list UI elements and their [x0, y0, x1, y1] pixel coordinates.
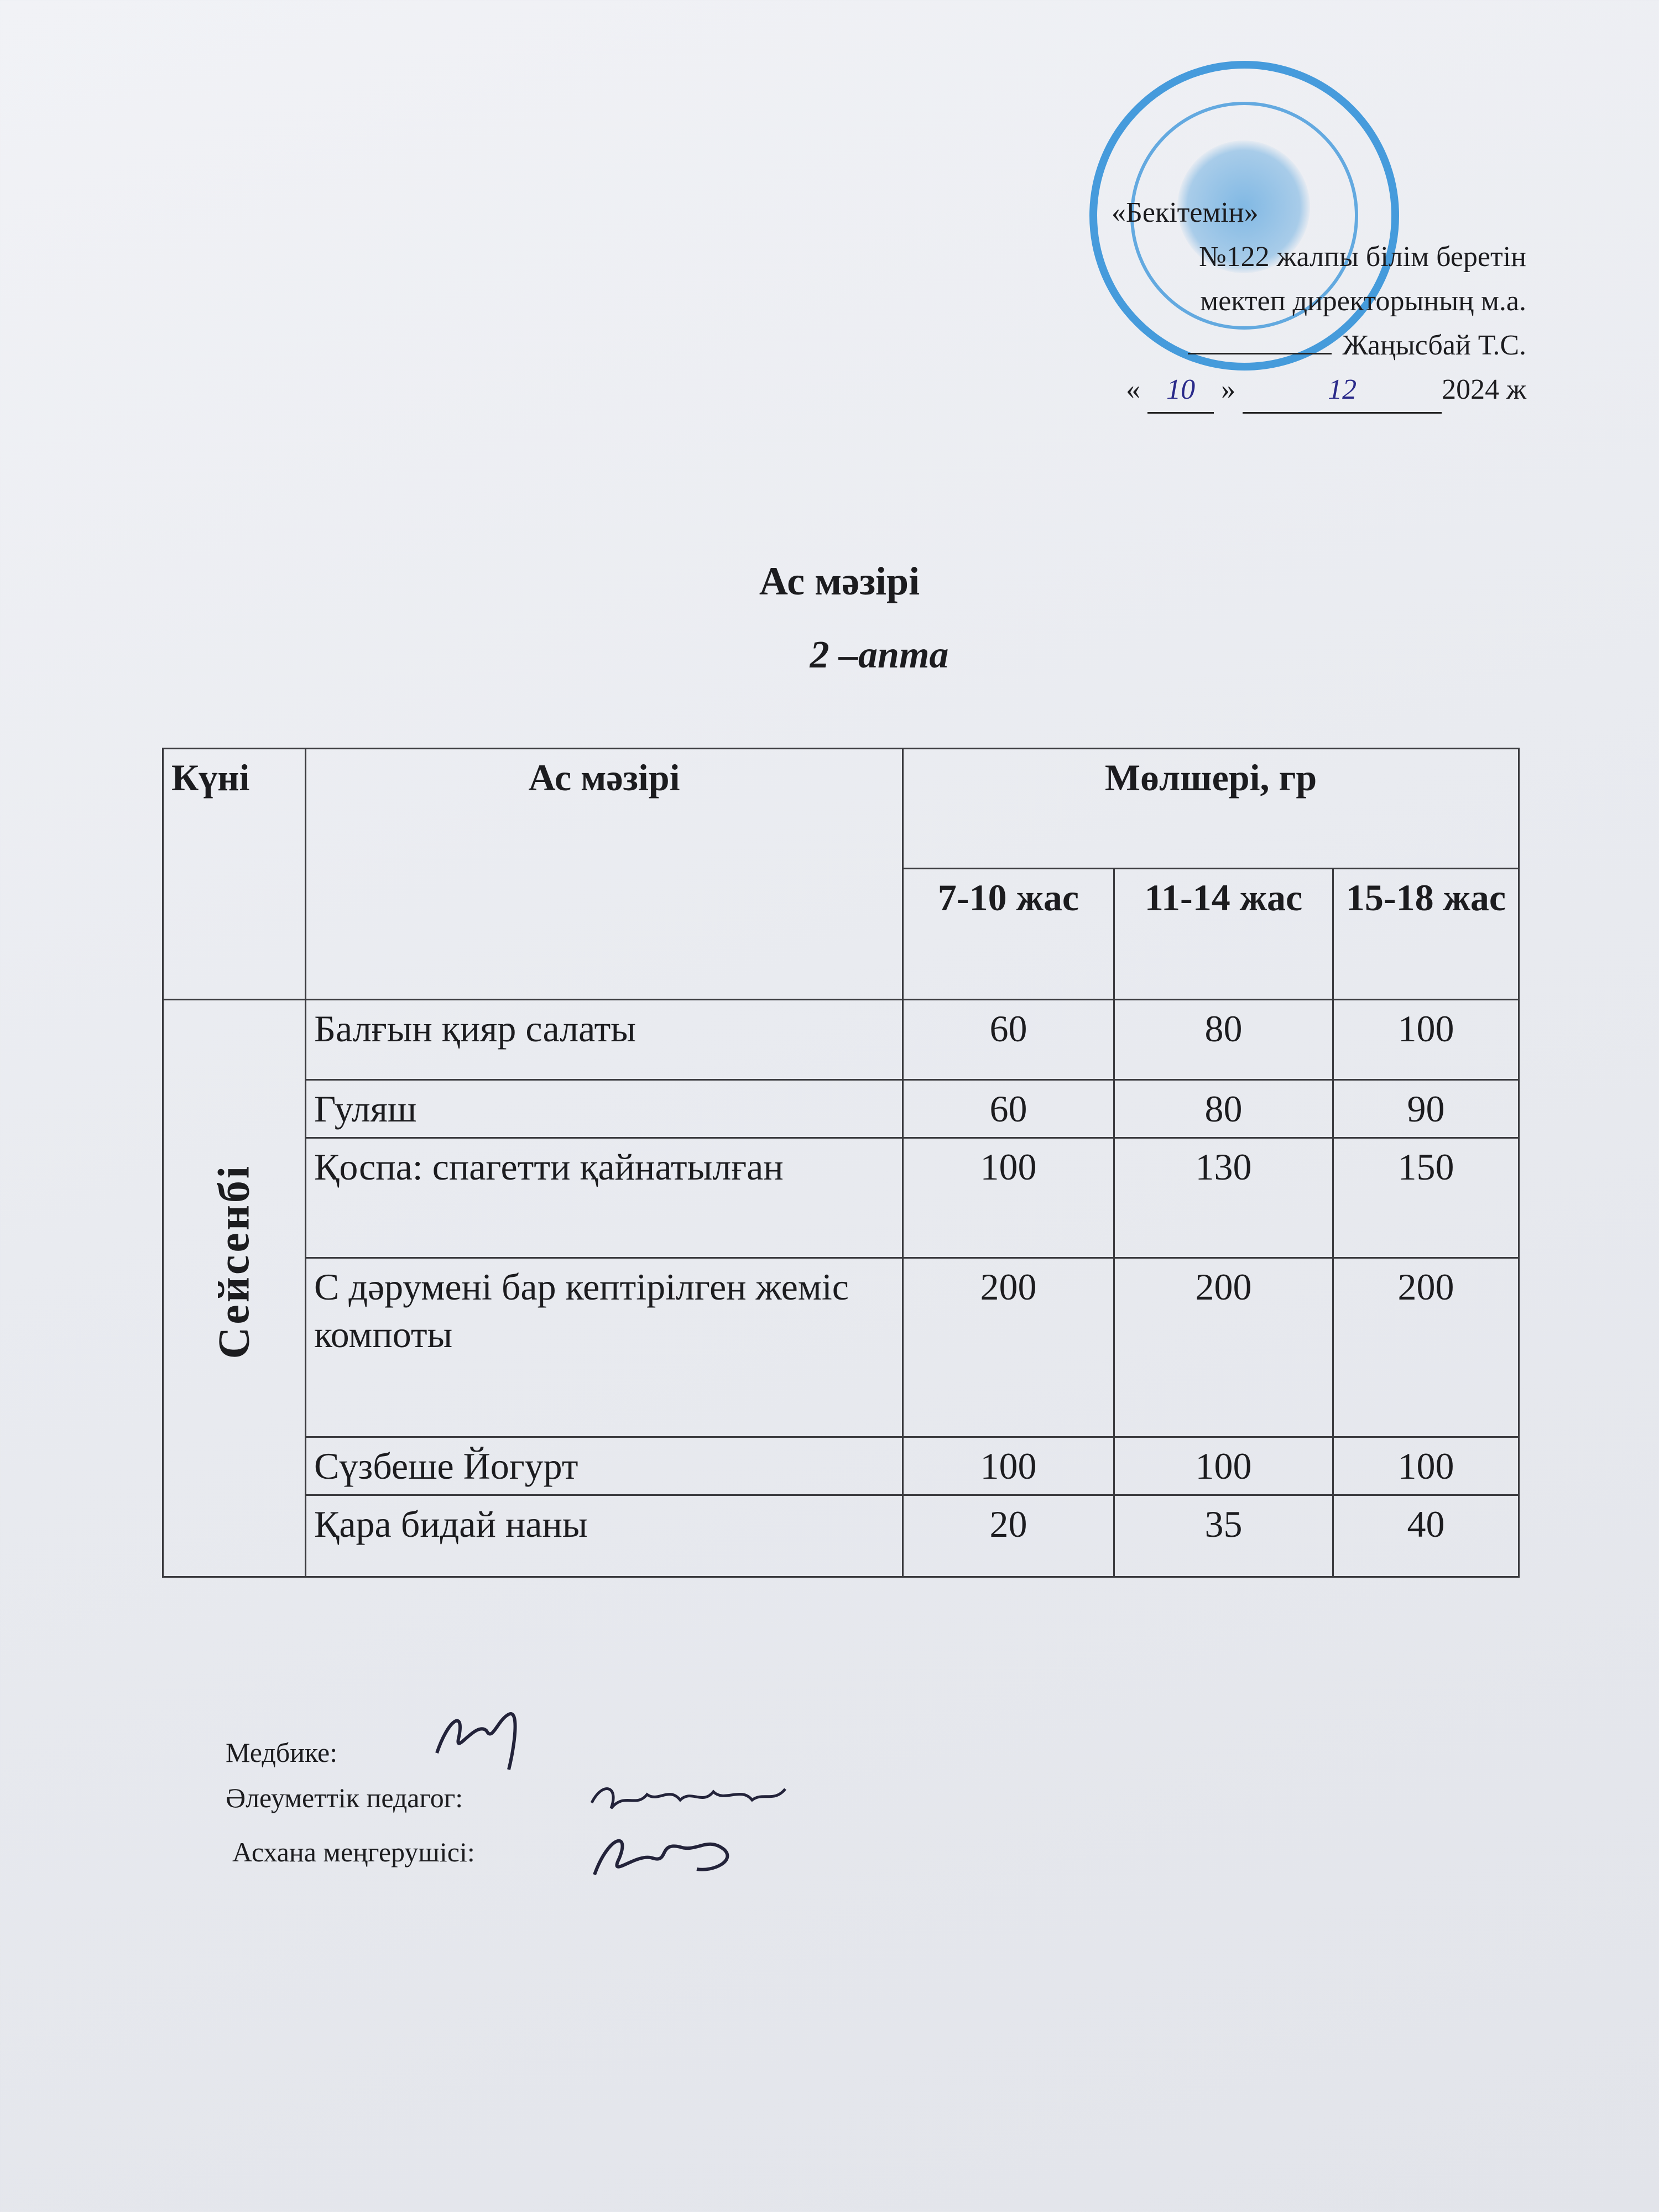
approval-name: Жаңысбай Т.С. — [1342, 330, 1526, 361]
approval-block: «Бекітемін» №122 жалпы білім беретін мек… — [1073, 191, 1526, 414]
approval-heading: «Бекітемін» — [1112, 197, 1259, 228]
dish-name: Гуляш — [305, 1079, 904, 1139]
date-day: 10 — [1147, 368, 1214, 414]
dish-name: Қара бидай наны — [305, 1494, 904, 1578]
approval-date: « 10 » 12 2024 ж — [1073, 368, 1526, 414]
header-menu: Ас мәзірі — [305, 748, 904, 1000]
approval-position: мектеп директорының м.а. — [1200, 285, 1526, 317]
header-amount: Мөлшері, гр — [902, 748, 1520, 869]
date-year: 2024 ж — [1442, 374, 1526, 405]
approval-school: №122 жалпы білім беретін — [1199, 241, 1526, 273]
table-row: Сейсенбі Балғын қияр салаты 60 80 100 — [162, 999, 1520, 1578]
canteen-head-signature-icon — [593, 1839, 729, 1876]
signature-nurse-label: Медбике: — [226, 1737, 338, 1768]
amount-cell: 100 — [902, 1436, 1115, 1496]
header-age-11-14: 11-14 жас — [1113, 868, 1334, 1000]
header-age-15-18: 15-18 жас — [1332, 868, 1520, 1000]
amount-cell: 80 — [1113, 999, 1334, 1081]
amount-cell: 100 — [1332, 1436, 1520, 1496]
amount-cell: 20 — [902, 1494, 1115, 1578]
amount-cell: 100 — [902, 1137, 1115, 1259]
amount-cell: 40 — [1332, 1494, 1520, 1578]
date-month: 12 — [1243, 368, 1442, 414]
amount-cell: 60 — [902, 1079, 1115, 1139]
dish-name: Балғын қияр салаты — [305, 999, 904, 1081]
amount-cell: 100 — [1332, 999, 1520, 1081]
amount-cell: 200 — [1332, 1257, 1520, 1438]
dish-name: Қоспа: спагетти қайнатылған — [305, 1137, 904, 1259]
page-subtitle: 2 –апта — [810, 634, 949, 676]
amount-cell: 35 — [1113, 1494, 1334, 1578]
approval-name-line: Жаңысбай Т.С. — [1073, 324, 1526, 368]
menu-table: Күні Ас мәзірі Мөлшері, гр 7-10 жас 11-1… — [162, 748, 1520, 1578]
table-row: Қоспа: спагетти қайнатылған 100 130 150 — [163, 1137, 1520, 1259]
amount-cell: 150 — [1332, 1137, 1520, 1259]
signature-canteen-head-label: Асхана меңгерушісі: — [232, 1837, 475, 1867]
header-age-7-10: 7-10 жас — [902, 868, 1115, 1000]
header-day: Күні — [162, 748, 306, 1000]
table-row: Сүзбеше Йогурт 100 100 100 — [163, 1436, 1520, 1496]
amount-cell: 200 — [1113, 1257, 1334, 1438]
signature-social-pedagogue-label: Әлеуметтік педагог: — [226, 1782, 463, 1813]
social-pedagogue-signature-icon — [590, 1787, 786, 1809]
stamp-inner-ring — [1130, 102, 1358, 330]
dish-name: С дәрумені бар кептірілген жеміс компоты — [305, 1257, 904, 1438]
table-row: С дәрумені бар кептірілген жеміс компоты… — [163, 1257, 1520, 1438]
amount-cell: 200 — [902, 1257, 1115, 1438]
amount-cell: 90 — [1332, 1079, 1520, 1139]
day-cell: Сейсенбі — [162, 999, 306, 1578]
state-emblem-icon — [1177, 140, 1310, 273]
amount-cell: 60 — [902, 999, 1115, 1081]
nurse-signature-icon — [435, 1712, 517, 1770]
table-row: Гуляш 60 80 90 — [163, 1079, 1520, 1139]
table-row: Қара бидай наны 20 35 40 — [163, 1494, 1520, 1578]
amount-cell: 100 — [1113, 1436, 1334, 1496]
amount-cell: 80 — [1113, 1079, 1334, 1139]
page-title: Ас мәзірі — [759, 559, 920, 603]
amount-cell: 130 — [1113, 1137, 1334, 1259]
dish-name: Сүзбеше Йогурт — [305, 1436, 904, 1496]
